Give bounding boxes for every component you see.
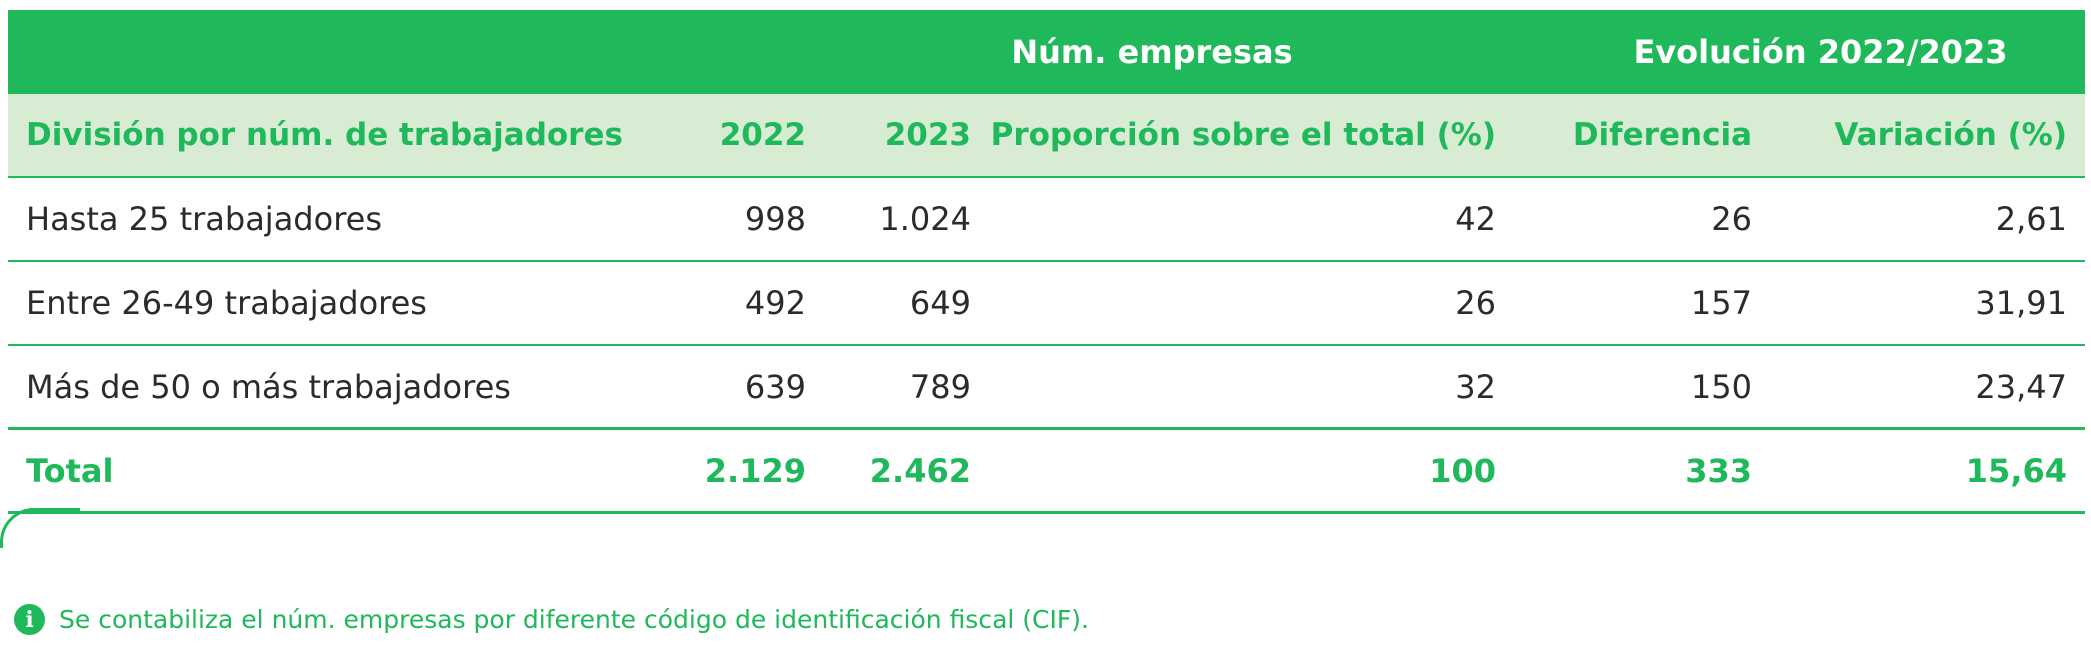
cell-diferencia: 150 <box>1690 367 1752 406</box>
cell-variacion: 23,47 <box>1975 367 2067 406</box>
col-header-variacion: Variación (%) <box>1834 117 2067 153</box>
col-header-proporcion: Proporción sobre el total (%) <box>990 117 1496 153</box>
table-row: Hasta 25 trabajadores 998 1.024 42 26 2,… <box>8 178 2085 262</box>
col-header-division: División por núm. de trabajadores <box>26 117 623 153</box>
col-header-2022: 2022 <box>719 117 806 153</box>
table-row: Entre 26-49 trabajadores 492 649 26 157 … <box>8 262 2085 346</box>
total-2023: 2.462 <box>869 451 971 490</box>
column-header-row: División por núm. de trabajadores 2022 2… <box>8 94 2085 178</box>
group-header-evolucion: Evolución 2022/2023 <box>1633 33 2008 71</box>
cell-2022: 998 <box>744 200 806 238</box>
footnote: i Se contabiliza el núm. empresas por di… <box>14 604 1089 635</box>
cell-2023: 1.024 <box>879 200 971 238</box>
cell-2022: 492 <box>744 284 806 322</box>
cell-division: Hasta 25 trabajadores <box>26 200 382 238</box>
data-table: Núm. empresas Evolución 2022/2023 Divisi… <box>8 10 2085 514</box>
cell-division: Entre 26-49 trabajadores <box>26 284 427 322</box>
group-header-row: Núm. empresas Evolución 2022/2023 <box>8 10 2085 94</box>
table-row: Más de 50 o más trabajadores 639 789 32 … <box>8 346 2085 430</box>
decorative-corner-curve <box>0 508 80 548</box>
col-header-2023: 2023 <box>884 117 971 153</box>
cell-variacion: 2,61 <box>1995 200 2067 238</box>
total-row: Total 2.129 2.462 100 333 15,64 <box>8 430 2085 514</box>
cell-2023: 789 <box>909 367 971 406</box>
total-label: Total <box>26 451 114 490</box>
cell-2023: 649 <box>909 284 971 322</box>
info-icon: i <box>14 604 45 635</box>
total-proporcion: 100 <box>1429 451 1496 490</box>
cell-proporcion: 32 <box>1455 367 1496 406</box>
cell-proporcion: 42 <box>1455 200 1496 238</box>
cell-diferencia: 26 <box>1711 200 1752 238</box>
col-header-diferencia: Diferencia <box>1572 117 1752 153</box>
cell-division: Más de 50 o más trabajadores <box>26 367 511 406</box>
cell-diferencia: 157 <box>1690 284 1752 322</box>
footnote-text: Se contabiliza el núm. empresas por dife… <box>59 605 1089 634</box>
total-diferencia: 333 <box>1685 451 1752 490</box>
cell-2022: 639 <box>744 367 806 406</box>
cell-variacion: 31,91 <box>1975 284 2067 322</box>
total-2022: 2.129 <box>704 451 806 490</box>
cell-proporcion: 26 <box>1455 284 1496 322</box>
group-header-num-empresas: Núm. empresas <box>1011 33 1293 71</box>
total-variacion: 15,64 <box>1965 451 2067 490</box>
